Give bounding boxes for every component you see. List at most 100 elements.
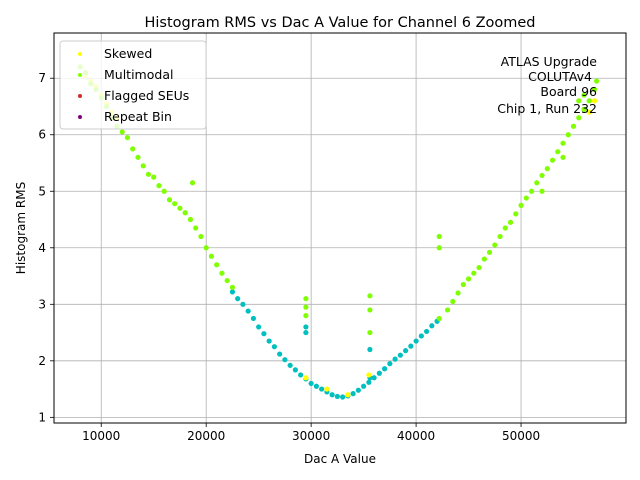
data-point-multimodal — [214, 262, 220, 268]
data-point-multimodal — [465, 276, 472, 282]
data-point-multimodal — [513, 211, 519, 217]
data-point-normal — [303, 324, 309, 330]
y-tick-label: 2 — [38, 354, 46, 368]
data-point-normal — [334, 393, 340, 400]
data-point-normal — [308, 380, 314, 387]
legend-marker — [78, 52, 82, 56]
data-point-multimodal — [172, 201, 178, 207]
data-point-normal — [418, 333, 424, 339]
data-point-normal — [261, 331, 267, 337]
data-point-normal — [287, 362, 293, 368]
x-axis-label: Dac A Value — [304, 452, 376, 466]
data-point-normal — [429, 323, 435, 329]
data-point-multimodal — [208, 253, 215, 259]
y-tick-label: 5 — [38, 184, 46, 198]
data-point-normal — [367, 346, 373, 353]
data-point-multimodal — [444, 307, 451, 313]
data-point-normal — [402, 348, 409, 354]
data-point-multimodal — [166, 197, 173, 203]
chart-title: Histogram RMS vs Dac A Value for Channel… — [144, 15, 535, 31]
legend-label: Repeat Bin — [104, 109, 172, 124]
annotation-line-3: Board 96 — [540, 84, 597, 99]
data-point-multimodal — [161, 188, 167, 194]
data-point-normal — [382, 366, 388, 372]
data-point-skewed — [303, 375, 309, 381]
data-point-normal — [376, 370, 382, 376]
data-point-skewed — [324, 386, 330, 392]
data-point-skewed — [345, 392, 351, 398]
y-tick-label: 7 — [38, 71, 46, 85]
annotation: ATLAS Upgrade COLUTAv4 Board 96 Chip 1, … — [497, 54, 597, 116]
data-point-normal — [250, 315, 257, 322]
y-tick-label: 6 — [38, 128, 46, 142]
y-tick-label: 1 — [38, 410, 46, 424]
data-point-multimodal — [570, 123, 577, 129]
data-point-multimodal — [187, 216, 194, 223]
data-point-multimodal — [436, 245, 442, 251]
y-tick-label: 4 — [38, 241, 46, 255]
data-point-multimodal — [124, 134, 131, 141]
data-point-multimodal — [367, 329, 373, 336]
data-point-normal — [329, 392, 335, 398]
data-point-multimodal — [539, 172, 545, 179]
data-point-multimodal — [594, 78, 600, 84]
data-point-normal — [319, 386, 325, 392]
data-point-multimodal — [591, 86, 598, 93]
data-point-normal — [245, 308, 251, 314]
data-point-multimodal — [367, 307, 373, 313]
data-point-multimodal — [476, 264, 482, 271]
legend-label: Multimodal — [104, 67, 173, 82]
data-point-normal — [350, 391, 356, 397]
data-point-normal — [266, 338, 272, 344]
y-axis-label: Histogram RMS — [14, 182, 28, 274]
data-point-normal — [277, 351, 283, 357]
data-point-multimodal — [224, 277, 230, 284]
data-point-multimodal — [581, 106, 587, 112]
data-point-multimodal — [151, 174, 157, 180]
data-point-normal — [423, 328, 430, 335]
data-point-multimodal — [119, 129, 125, 135]
data-point-normal — [256, 324, 262, 330]
data-point-normal — [371, 375, 377, 381]
data-point-multimodal — [219, 270, 225, 276]
legend-marker — [78, 94, 82, 98]
data-point-multimodal — [539, 188, 545, 194]
data-point-normal — [340, 394, 346, 400]
data-point-normal — [397, 352, 403, 358]
data-point-normal — [240, 301, 246, 307]
data-point-normal — [292, 367, 298, 373]
x-tick-label: 10000 — [82, 429, 120, 443]
data-point-multimodal — [492, 242, 498, 248]
data-point-multimodal — [555, 149, 561, 155]
data-point-normal — [298, 372, 304, 378]
data-point-normal — [366, 379, 372, 385]
x-tick-label: 30000 — [292, 429, 330, 443]
data-point-normal — [235, 296, 241, 302]
data-point-skewed — [586, 109, 592, 115]
annotation-line-4: Chip 1, Run 232 — [497, 101, 597, 116]
data-point-multimodal — [156, 183, 162, 189]
data-point-normal — [361, 383, 367, 389]
data-point-normal — [303, 329, 309, 336]
data-point-multimodal — [460, 281, 466, 288]
data-point-multimodal — [486, 249, 493, 255]
data-point-multimodal — [303, 296, 309, 302]
data-point-skewed — [366, 372, 372, 378]
data-point-normal — [229, 289, 236, 295]
data-point-multimodal — [229, 284, 236, 290]
data-point-multimodal — [455, 290, 461, 296]
x-tick-label: 40000 — [397, 429, 435, 443]
annotation-line-1: ATLAS Upgrade — [501, 54, 598, 69]
data-point-multimodal — [502, 225, 508, 231]
data-point-normal — [313, 383, 319, 389]
data-point-multimodal — [436, 233, 442, 240]
legend-box — [59, 40, 207, 130]
data-point-multimodal — [560, 154, 566, 160]
data-point-normal — [271, 344, 278, 350]
legend-label: Flagged SEUs — [104, 88, 189, 103]
data-point-multimodal — [576, 115, 582, 121]
data-point-multimodal — [581, 92, 587, 98]
legend: Skewed Multimodal Flagged SEUs Repeat Bin — [59, 40, 207, 130]
data-point-multimodal — [436, 315, 442, 322]
